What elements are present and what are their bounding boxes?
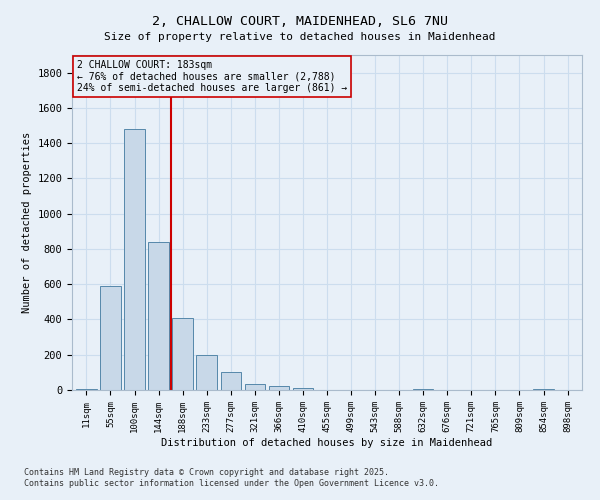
Text: Contains HM Land Registry data © Crown copyright and database right 2025.
Contai: Contains HM Land Registry data © Crown c… — [24, 468, 439, 487]
Bar — [76, 389, 97, 390]
Bar — [124, 129, 145, 390]
Bar — [413, 389, 433, 390]
Bar — [293, 388, 313, 390]
Text: Size of property relative to detached houses in Maidenhead: Size of property relative to detached ho… — [104, 32, 496, 42]
Text: 2, CHALLOW COURT, MAIDENHEAD, SL6 7NU: 2, CHALLOW COURT, MAIDENHEAD, SL6 7NU — [152, 15, 448, 28]
Bar — [245, 384, 265, 390]
Bar — [221, 372, 241, 390]
Bar — [100, 286, 121, 390]
Bar — [533, 389, 554, 390]
Bar — [269, 386, 289, 390]
Bar — [172, 318, 193, 390]
Text: 2 CHALLOW COURT: 183sqm
← 76% of detached houses are smaller (2,788)
24% of semi: 2 CHALLOW COURT: 183sqm ← 76% of detache… — [77, 60, 347, 93]
Bar — [148, 242, 169, 390]
X-axis label: Distribution of detached houses by size in Maidenhead: Distribution of detached houses by size … — [161, 438, 493, 448]
Bar — [196, 354, 217, 390]
Y-axis label: Number of detached properties: Number of detached properties — [22, 132, 32, 313]
